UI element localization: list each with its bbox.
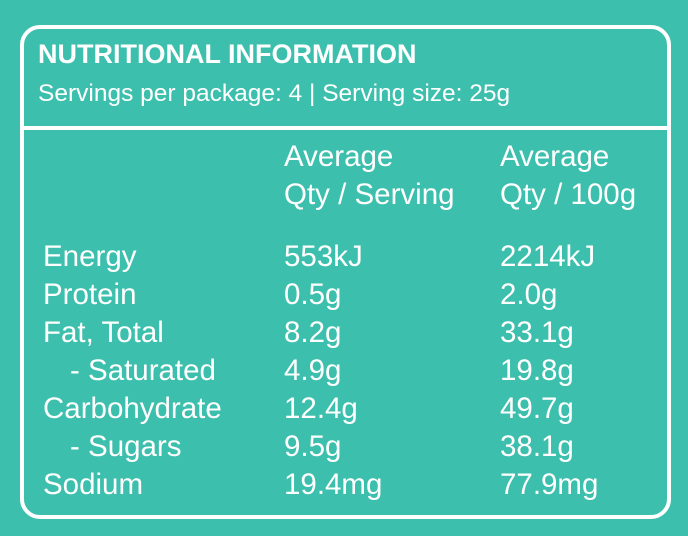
- row-value: 19.8g: [500, 354, 574, 387]
- row-label: Protein: [43, 278, 137, 311]
- row-label: - Saturated: [70, 354, 216, 387]
- row-value: 49.7g: [500, 392, 574, 425]
- row-label: Energy: [43, 240, 137, 273]
- column-header: Qty / Serving: [284, 178, 455, 211]
- row-label: Fat, Total: [43, 316, 164, 349]
- header-divider: [20, 126, 671, 130]
- row-value: 38.1g: [500, 430, 574, 463]
- row-value: 8.2g: [284, 316, 342, 349]
- row-value: 2.0g: [500, 278, 558, 311]
- row-label: Sodium: [43, 468, 144, 501]
- title: NUTRITIONAL INFORMATION: [38, 39, 417, 69]
- row-value: 553kJ: [284, 240, 363, 273]
- row-value: 2214kJ: [500, 240, 596, 273]
- row-label: Carbohydrate: [43, 392, 222, 425]
- row-value: 9.5g: [284, 430, 342, 463]
- column-header: Average: [500, 140, 610, 173]
- row-value: 4.9g: [284, 354, 342, 387]
- panel-border: [20, 25, 671, 519]
- row-value: 33.1g: [500, 316, 574, 349]
- row-value: 0.5g: [284, 278, 342, 311]
- row-value: 12.4g: [284, 392, 358, 425]
- row-value: 77.9mg: [500, 468, 599, 501]
- row-value: 19.4mg: [284, 468, 383, 501]
- column-header: Qty / 100g: [500, 178, 637, 211]
- row-label: - Sugars: [70, 430, 182, 463]
- subtitle: Servings per package: 4 | Serving size: …: [38, 80, 511, 107]
- column-header: Average: [284, 140, 394, 173]
